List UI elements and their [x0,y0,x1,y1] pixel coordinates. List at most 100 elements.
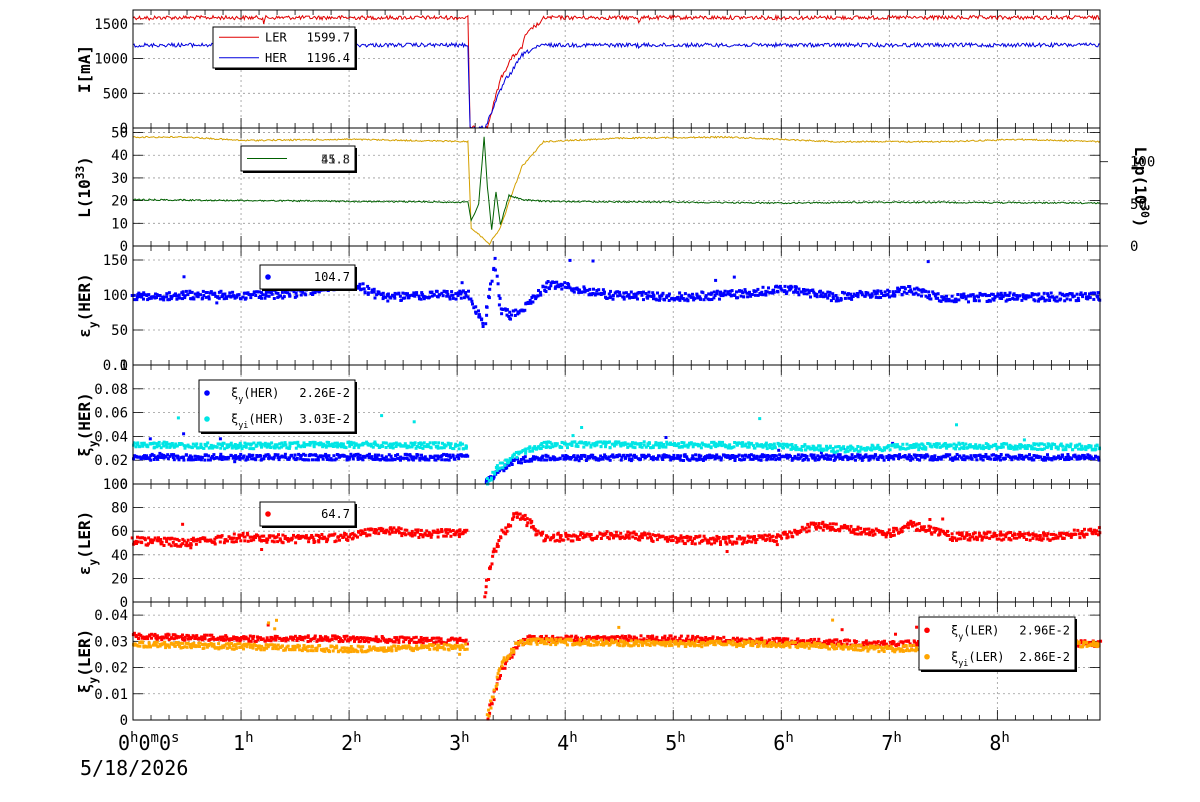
data-point [1001,445,1004,448]
data-point [281,291,284,294]
data-point [634,537,637,540]
data-point [962,293,965,296]
data-point [239,453,242,456]
legend-value: 3.03E-2 [299,412,350,426]
data-point [1050,292,1053,295]
data-point [754,294,757,297]
data-point [170,537,173,540]
data-point [832,297,835,300]
data-point [412,459,415,462]
data-point [385,446,388,449]
data-point [524,449,527,452]
data-point [901,443,904,446]
data-point [689,536,692,539]
data-point [836,450,839,453]
data-point [924,446,927,449]
data-point [158,452,161,455]
data-point [720,457,723,460]
series-1 [132,432,1101,485]
data-point [606,297,609,300]
data-point [290,454,293,457]
data-point [867,528,870,531]
data-point [937,292,940,295]
data-point [226,540,229,543]
data-point [908,285,911,288]
data-point [957,298,960,301]
data-point [296,441,299,444]
data-point [761,293,764,296]
data-point [648,442,651,445]
data-point [956,293,959,296]
data-point [1061,445,1064,448]
data-point [489,565,492,568]
data-point [656,292,659,295]
data-point [814,522,817,525]
data-point [609,446,612,449]
data-point [814,459,817,462]
legend: 64.7 [260,502,357,528]
data-point [710,543,713,546]
data-point [678,291,681,294]
data-point [219,541,222,544]
data-point [1060,532,1063,535]
data-point [1069,298,1072,301]
data-point [550,443,553,446]
data-point [408,446,411,449]
data-point [332,445,335,448]
data-point [915,445,918,448]
data-point [368,534,371,537]
data-point [978,532,981,535]
legend-value: 2.26E-2 [299,386,350,400]
data-point [207,454,210,457]
data-point [500,312,503,315]
data-point [283,295,286,298]
data-point [184,294,187,297]
data-point [871,444,874,447]
data-point [464,291,467,294]
legend-value: 51.3 [321,153,350,167]
data-point [797,453,800,456]
data-point [1080,445,1083,448]
data-point [1049,539,1052,542]
data-point [235,540,238,543]
data-point [629,454,632,457]
data-point [640,442,643,445]
data-point [1076,293,1079,296]
y-tick-label: 0.1 [103,358,128,374]
data-point [595,292,598,295]
data-point [774,446,777,449]
data-point [572,434,575,437]
data-point [445,535,448,538]
data-point [503,464,506,467]
data-point [442,453,445,456]
data-point [170,544,173,547]
data-point [382,292,385,295]
data-point [273,297,276,300]
data-point [242,532,245,535]
data-point [223,442,226,445]
data-point [694,542,697,545]
y-tick-label: 40 [111,148,128,164]
data-point [183,275,186,278]
data-point [700,446,703,449]
data-point [515,456,518,459]
data-point [525,524,528,527]
data-point [182,432,185,435]
data-point [784,285,787,288]
data-point [819,444,822,447]
y-tick-label: 10 [111,216,128,232]
data-point [367,287,370,290]
data-point [930,455,933,458]
data-point [165,540,168,543]
data-point [422,535,425,538]
data-point [177,416,180,419]
data-point [245,297,248,300]
data-point [221,534,224,537]
y-axis-label: L(1033) [74,156,95,218]
data-point [458,529,461,532]
data-point [701,291,704,294]
data-point [975,458,978,461]
data-point [961,534,964,537]
data-point [183,639,186,642]
data-point [497,282,500,285]
